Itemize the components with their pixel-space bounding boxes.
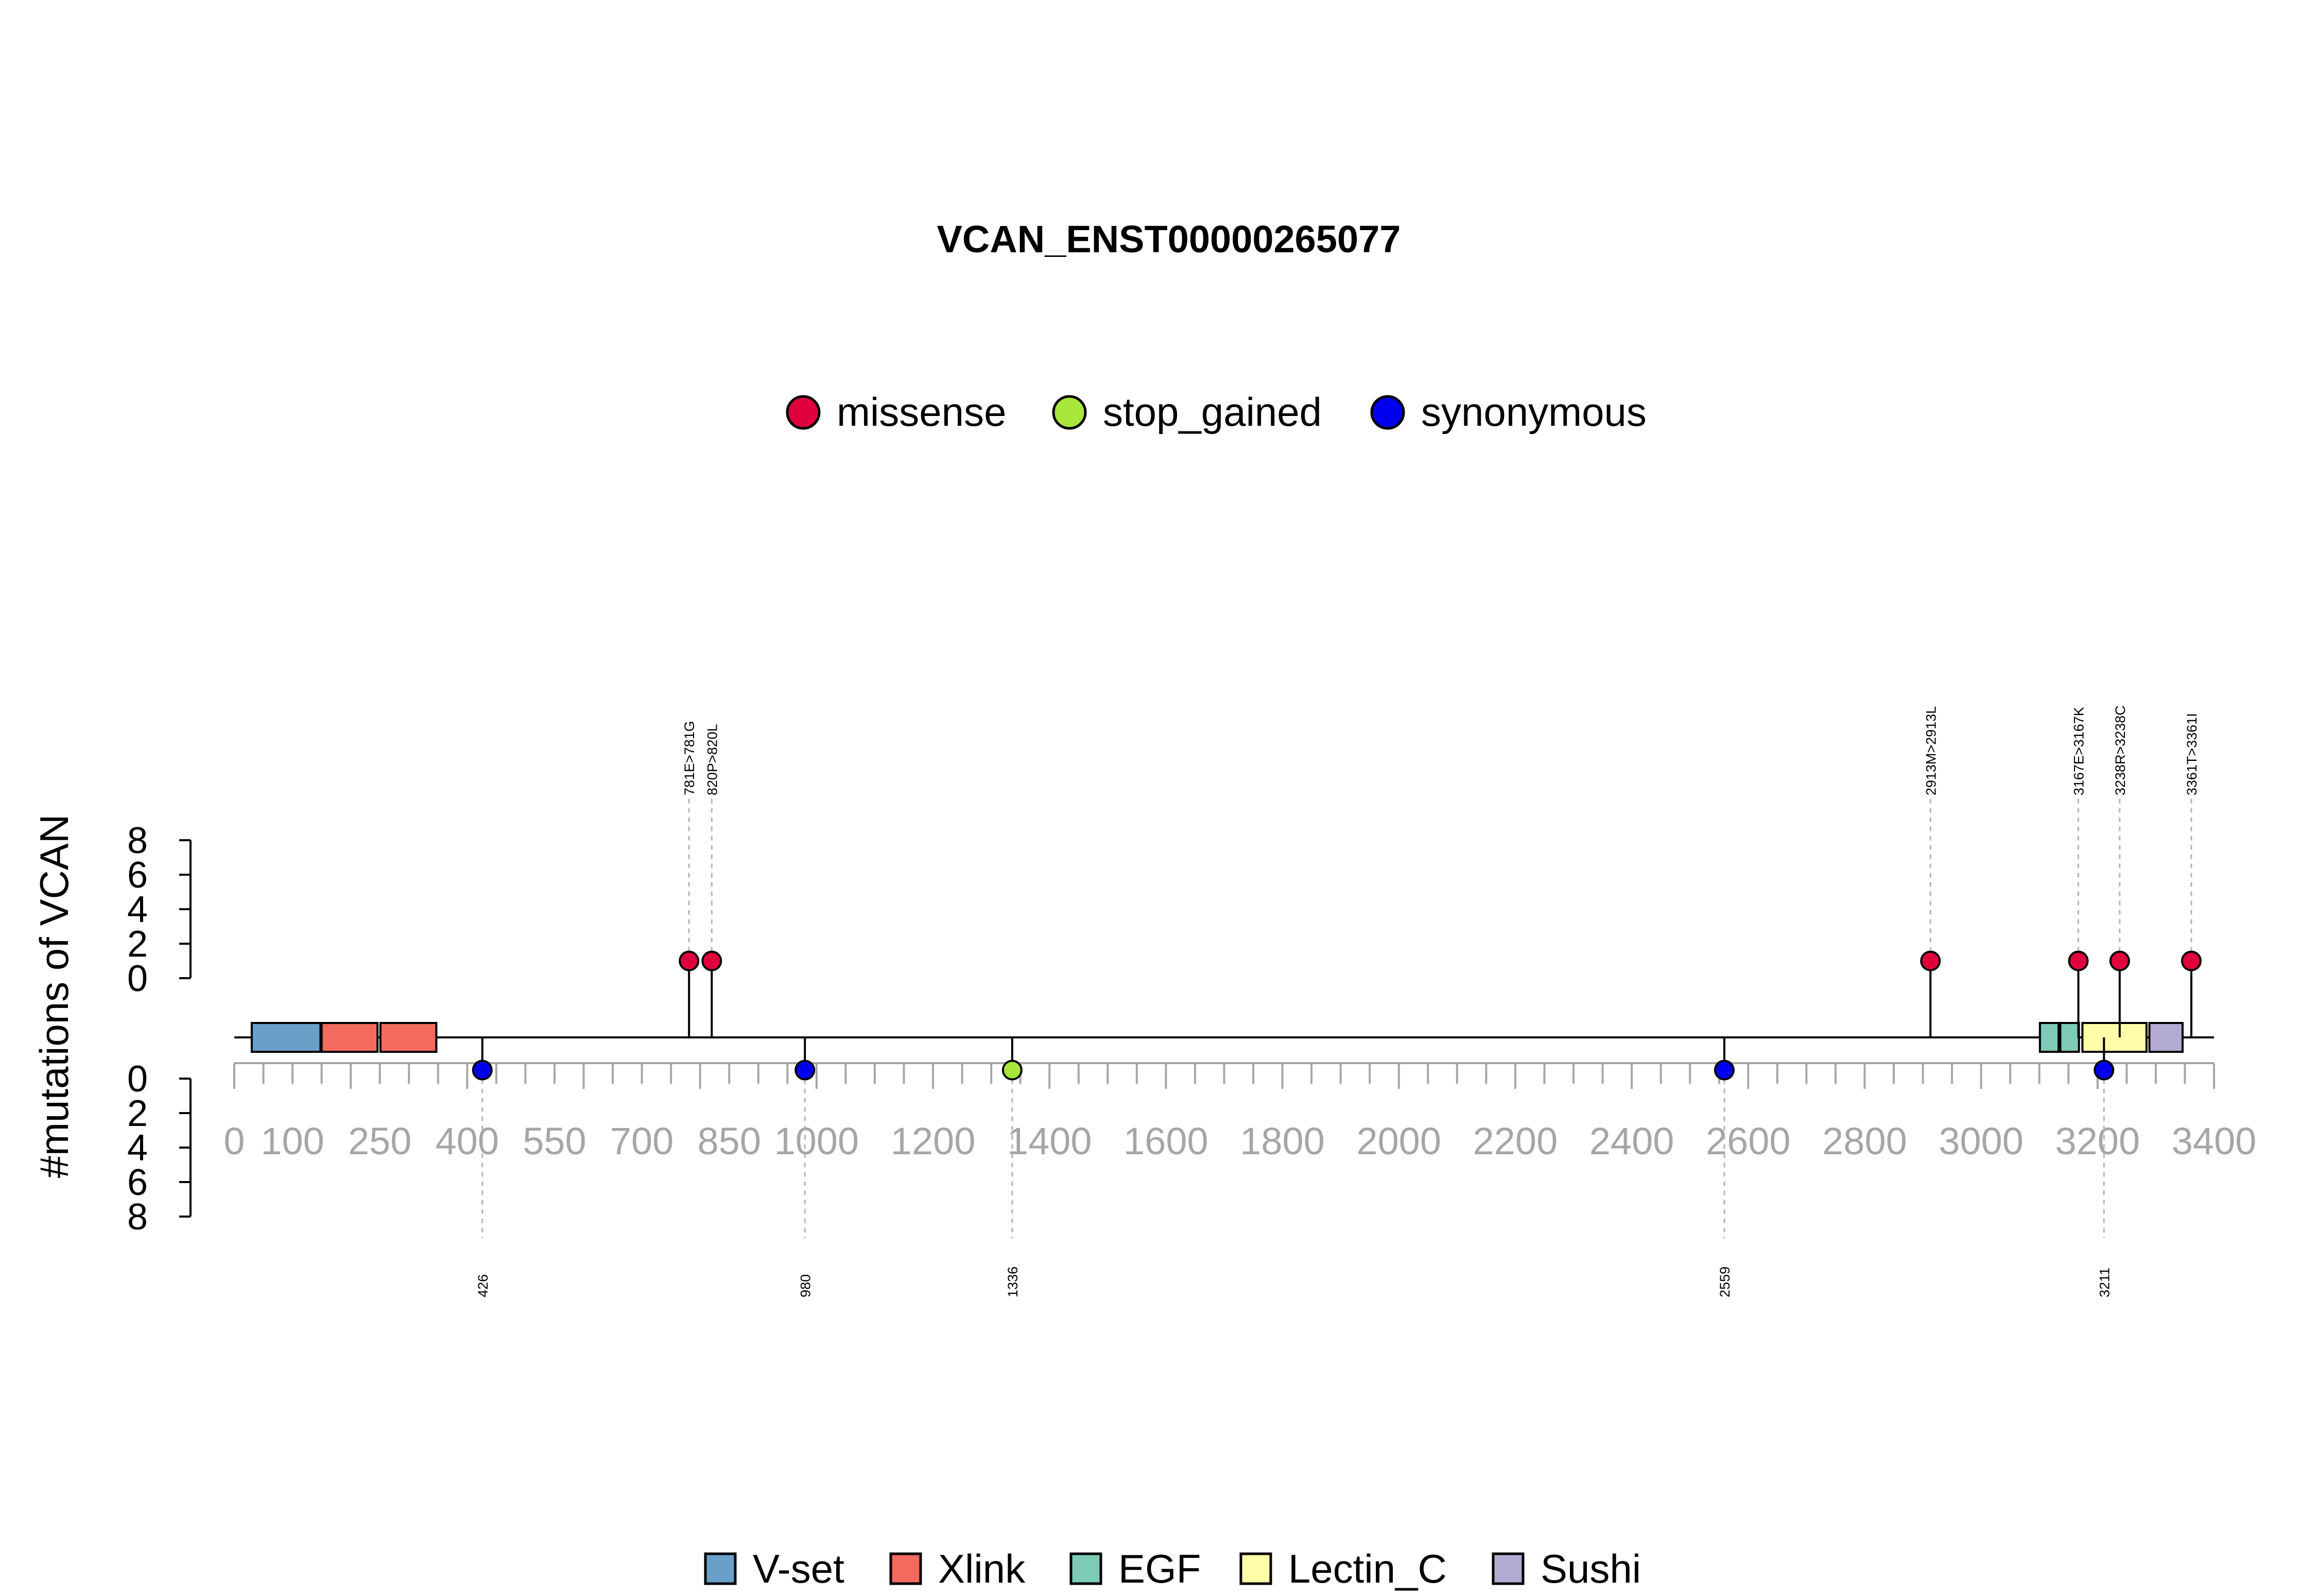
mutation-label: 2913M>2913L xyxy=(1923,706,1939,795)
y-tick-label-bottom: 0 xyxy=(127,1059,148,1100)
domain-Xlink xyxy=(320,1022,379,1053)
x-tick-label: 400 xyxy=(436,1120,499,1163)
mutation-point-missense xyxy=(1920,950,1941,972)
y-tick-label-bottom: 8 xyxy=(127,1196,148,1238)
mutation-legend: missense stop_gained synonymous xyxy=(786,389,1647,435)
mutation-label: 2559 xyxy=(1717,1267,1733,1297)
y-tick-label-top: 6 xyxy=(127,855,148,896)
x-tick-label: 0 xyxy=(223,1120,245,1163)
domain-legend-label-Xlink: Xlink xyxy=(938,1546,1026,1591)
domain-legend-swatch-EGF xyxy=(1069,1552,1102,1585)
domain-EGF xyxy=(2038,1022,2060,1053)
x-tick-label: 1400 xyxy=(1007,1120,1092,1163)
x-tick-label: 1600 xyxy=(1123,1120,1208,1163)
legend-label-stop_gained: stop_gained xyxy=(1103,389,1322,435)
x-axis: 0 100 250 400 550 700 850 1000 1200 1400 1600 1800 2… xyxy=(223,1062,2257,1163)
legend-marker-stop_gained xyxy=(1052,395,1087,430)
y-tick-label-top: 4 xyxy=(127,889,148,930)
domain-legend-label-Sushi: Sushi xyxy=(1541,1546,1641,1591)
domain-legend-swatch-V-set xyxy=(704,1552,737,1585)
domain-Lectin_C xyxy=(2081,1022,2148,1053)
chart-title: VCAN_ENST00000265077 xyxy=(937,218,1401,261)
x-tick-label: 3400 xyxy=(2172,1120,2257,1163)
x-tick-label: 2000 xyxy=(1356,1120,1441,1163)
mutation-point-missense xyxy=(2109,950,2130,972)
legend-marker-missense xyxy=(786,395,821,430)
domain-legend-label-Lectin_C: Lectin_C xyxy=(1288,1546,1447,1591)
mutation-point-missense xyxy=(679,950,700,972)
domain-legend-label-EGF: EGF xyxy=(1118,1546,1201,1591)
legend-marker-synonymous xyxy=(1370,395,1405,430)
mutation-label: 3238R>3238C xyxy=(2113,705,2128,795)
domain-legend-label-V-set: V-set xyxy=(753,1546,844,1591)
mutation-label: 781E>781G xyxy=(682,721,697,795)
x-tick-label: 1200 xyxy=(891,1120,976,1163)
domain-legend-swatch-Xlink xyxy=(889,1552,922,1585)
mutation-label: 980 xyxy=(798,1274,813,1297)
legend-label-missense: missense xyxy=(837,389,1006,435)
domain-legend-swatch-Sushi xyxy=(1492,1552,1525,1585)
x-tick-label: 850 xyxy=(698,1120,761,1163)
mutation-point-missense xyxy=(2181,950,2202,972)
x-tick-label: 700 xyxy=(610,1120,673,1163)
x-tick-label: 2400 xyxy=(1589,1120,1674,1163)
x-tick-label: 550 xyxy=(523,1120,586,1163)
domain-Sushi xyxy=(2148,1022,2184,1053)
mutation-label: 1336 xyxy=(1005,1267,1021,1297)
domain-legend-swatch-Lectin_C xyxy=(1239,1552,1272,1585)
mutation-point-synonymous xyxy=(2094,1060,2115,1081)
x-tick-label: 3000 xyxy=(1939,1120,2024,1163)
x-tick-label: 250 xyxy=(348,1120,411,1163)
x-tick-label: 1000 xyxy=(774,1120,859,1163)
x-tick-label: 2200 xyxy=(1473,1120,1558,1163)
protein-domains xyxy=(250,1022,2184,1053)
mutation-lollipops: 781E>781G 820P>820L 2913M>2913L 3167E>3167K… xyxy=(472,705,2202,1297)
x-tick-label: 100 xyxy=(261,1120,324,1163)
mutation-point-missense xyxy=(2068,950,2089,972)
mutation-point-missense xyxy=(701,950,722,972)
mutation-label: 3361T>3361I xyxy=(2184,713,2200,795)
y-tick-label-bottom: 4 xyxy=(127,1127,148,1169)
domain-V-set xyxy=(250,1022,322,1053)
x-tick-label: 2800 xyxy=(1822,1120,1907,1163)
x-tick-label: 1800 xyxy=(1240,1120,1325,1163)
y-tick-label-top: 0 xyxy=(127,958,148,999)
mutation-point-synonymous xyxy=(1714,1060,1735,1081)
domain-EGF xyxy=(2059,1022,2080,1053)
y-tick-label-top: 2 xyxy=(127,924,148,965)
mutation-label: 426 xyxy=(475,1274,491,1297)
mutation-point-synonymous xyxy=(472,1060,493,1081)
y-tick-label-bottom: 2 xyxy=(127,1093,148,1134)
y-axis-label: #mutations of VCAN xyxy=(31,814,77,1178)
mutation-point-stop_gained xyxy=(1001,1060,1023,1081)
mutation-label: 3211 xyxy=(2097,1268,2112,1297)
x-tick-label: 2600 xyxy=(1706,1120,1791,1163)
domain-Xlink xyxy=(379,1022,438,1053)
mutation-label: 820P>820L xyxy=(704,724,720,795)
domain-legend: V-set Xlink EGF Lectin_C Sushi xyxy=(704,1546,1641,1591)
y-tick-label-bottom: 6 xyxy=(127,1162,148,1203)
x-tick-label: 3200 xyxy=(2055,1120,2140,1163)
legend-label-synonymous: synonymous xyxy=(1421,389,1647,435)
mutation-label: 3167E>3167K xyxy=(2071,707,2087,795)
mutation-point-synonymous xyxy=(794,1060,816,1081)
y-tick-label-top: 8 xyxy=(127,820,148,861)
